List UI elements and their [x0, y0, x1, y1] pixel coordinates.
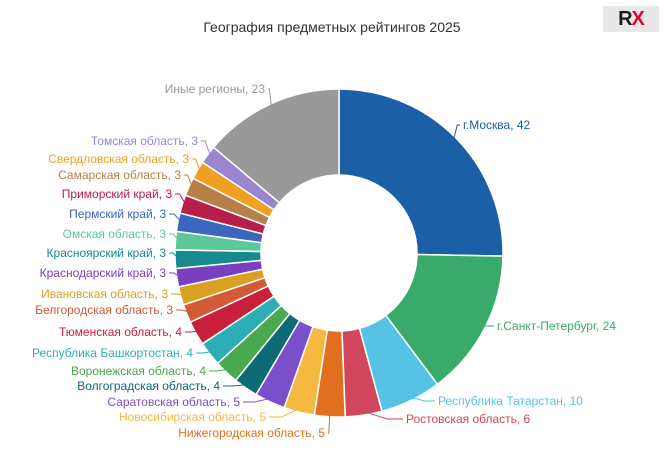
data-label-10: Тюменская область, 4 — [59, 325, 182, 339]
leader-line-12 — [171, 293, 185, 296]
leader-line-20 — [201, 140, 212, 158]
leader-line-16 — [169, 213, 183, 224]
leader-line-14 — [169, 252, 180, 260]
leader-line-13 — [169, 272, 182, 278]
data-label-21: Иные регионы, 23 — [165, 82, 266, 96]
leader-line-21 — [268, 88, 273, 108]
data-label-17: Приморский край, 3 — [62, 187, 173, 201]
leader-line-10 — [185, 330, 200, 333]
leader-line-2 — [409, 396, 435, 402]
data-label-18: Самарская область, 3 — [58, 168, 181, 182]
labels-group: г.Москва, 42 г.Санкт-Петербург, 24 Республ… — [32, 82, 616, 440]
data-label-12: Ивановская область, 3 — [41, 287, 168, 301]
data-label-9: Республика Башкортостан, 4 — [32, 346, 193, 360]
leader-line-9 — [196, 350, 213, 354]
leader-line-5 — [269, 407, 301, 418]
chart-title: География предметных рейтингов 2025 — [203, 19, 460, 35]
data-label-19: Свердловская область, 3 — [48, 152, 189, 166]
data-label-20: Томская область, 3 — [91, 134, 198, 148]
data-label-3: Ростовская область, 6 — [406, 412, 531, 426]
leader-line-17 — [175, 193, 187, 206]
slices-group — [174, 88, 504, 418]
leader-line-18 — [184, 174, 194, 189]
leader-line-11 — [176, 309, 191, 313]
data-label-2: Республика Татарстан, 10 — [438, 394, 583, 408]
leader-line-4 — [328, 412, 331, 434]
leader-line-8 — [209, 368, 230, 372]
data-label-16: Пермский край, 3 — [69, 207, 166, 221]
leader-line-0 — [452, 124, 460, 142]
data-label-15: Омская область, 3 — [63, 227, 167, 241]
logo-letter-r: R — [618, 7, 632, 30]
slice-21 — [212, 88, 340, 204]
leader-line-15 — [169, 233, 180, 242]
leader-line-3 — [362, 410, 403, 420]
data-label-5: Новосибирская область, 5 — [119, 410, 266, 424]
leader-line-6 — [243, 397, 272, 403]
leader-line-7 — [223, 384, 248, 387]
data-label-0: г.Москва, 42 — [463, 118, 531, 132]
logo-letter-x: X — [631, 7, 645, 30]
data-label-14: Красноярский край, 3 — [47, 246, 167, 260]
leader-lines-group — [169, 88, 494, 434]
data-label-4: Нижегородская область, 5 — [178, 426, 325, 440]
data-label-8: Воронежская область, 4 — [71, 364, 206, 378]
data-label-1: г.Санкт-Петербург, 24 — [497, 319, 616, 333]
slice-0 — [338, 88, 504, 257]
data-label-6: Саратовская область, 5 — [107, 395, 240, 409]
leader-line-19 — [192, 158, 202, 173]
data-label-13: Краснодарский край, 3 — [40, 266, 167, 280]
data-label-7: Волгоградская область, 4 — [77, 379, 220, 393]
data-label-11: Белгородская область, 3 — [35, 303, 173, 317]
